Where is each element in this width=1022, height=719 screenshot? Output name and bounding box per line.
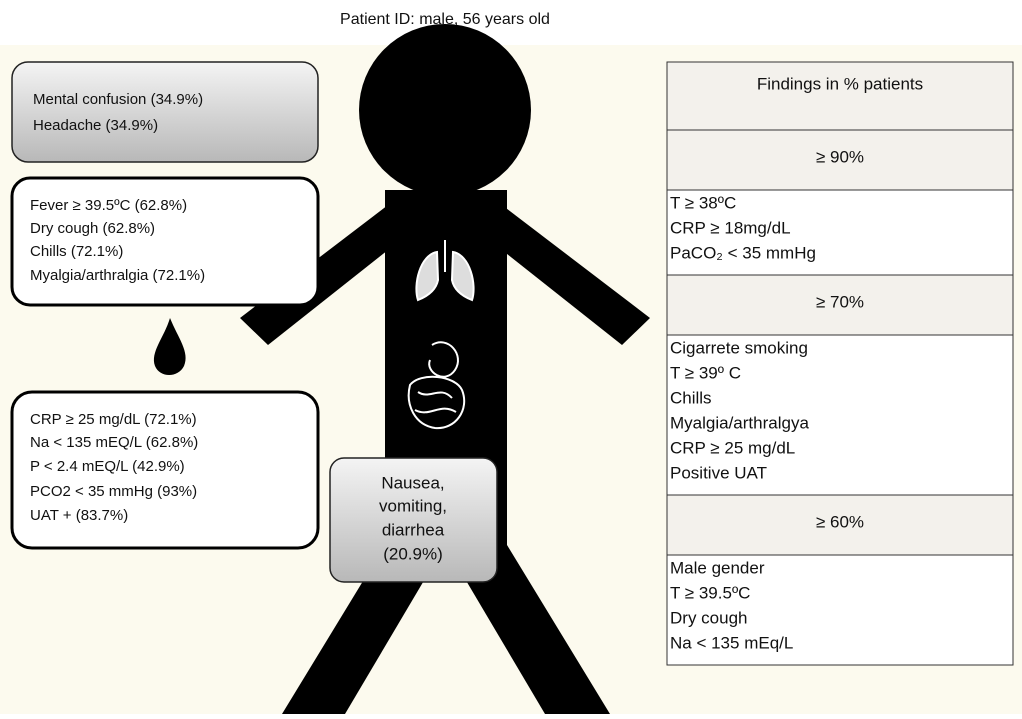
finding: Cigarrete smoking [670, 338, 808, 357]
box-line: diarrhea [382, 520, 445, 539]
box-line: Headache (34.9%) [33, 117, 158, 134]
finding: Positive UAT [670, 463, 767, 482]
table-header-cell [667, 62, 1013, 130]
finding: T ≥ 38ºC [670, 193, 736, 212]
threshold: ≥ 70% [816, 292, 864, 311]
box-line: Mental confusion (34.9%) [33, 91, 203, 108]
box-line: Dry cough (62.8%) [30, 220, 155, 237]
table-header: Findings in % patients [757, 74, 923, 93]
box-line: PCO2 < 35 mmHg (93%) [30, 483, 197, 500]
finding: Myalgia/arthralgya [670, 413, 809, 432]
finding: CRP ≥ 18mg/dL [670, 218, 791, 237]
page: Patient ID: male, 56 years old Findings … [0, 0, 1022, 719]
threshold: ≥ 90% [816, 147, 864, 166]
finding: T ≥ 39.5ºC [670, 583, 750, 602]
box-neuro [12, 62, 318, 162]
box-line: Fever ≥ 39.5ºC (62.8%) [30, 197, 187, 214]
finding: Chills [670, 388, 712, 407]
finding: CRP ≥ 25 mg/dL [670, 438, 795, 457]
finding: Na < 135 mEq/L [670, 633, 793, 652]
box-line: Myalgia/arthralgia (72.1%) [30, 267, 205, 284]
box-line: CRP ≥ 25 mg/dL (72.1%) [30, 411, 197, 428]
table: Findings in % patients ≥ 90% T ≥ 38ºC CRP ≥… [667, 62, 1013, 665]
diagram: Patient ID: male, 56 years old Findings … [0, 0, 1022, 714]
box-line: (20.9%) [383, 544, 443, 563]
finding: Male gender [670, 558, 765, 577]
box-line: P < 2.4 mEQ/L (42.9%) [30, 458, 185, 475]
box-line: vomiting, [379, 496, 447, 515]
box-line: UAT + (83.7%) [30, 507, 128, 524]
box-line: Na < 135 mEQ/L (62.8%) [30, 434, 198, 451]
box-line: Chills (72.1%) [30, 243, 123, 260]
finding: T ≥ 39º C [670, 363, 741, 382]
finding: PaCO₂ < 35 mmHg [670, 243, 816, 262]
threshold: ≥ 60% [816, 512, 864, 531]
finding: Dry cough [670, 608, 747, 627]
box-line: Nausea, [381, 473, 444, 492]
